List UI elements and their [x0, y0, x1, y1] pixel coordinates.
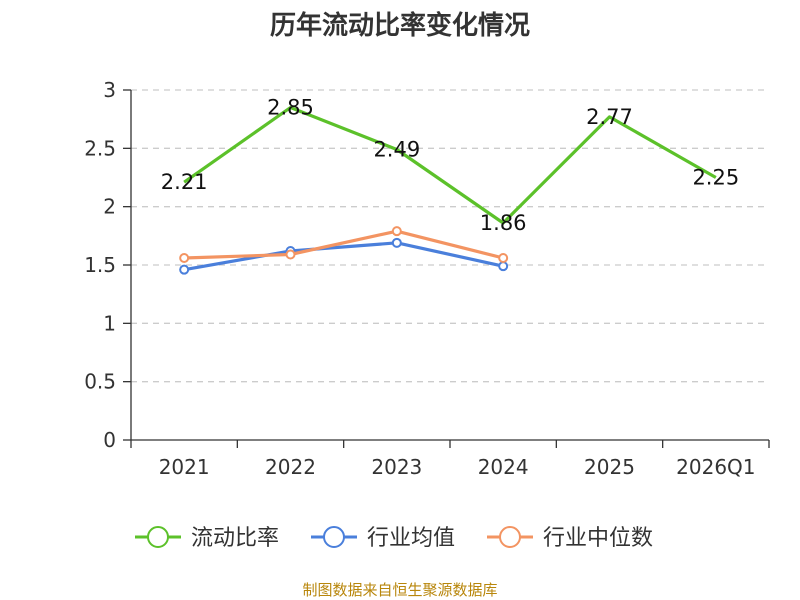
y-tick-label: 1.5 — [84, 253, 116, 277]
legend-label: 行业中位数 — [543, 526, 653, 551]
data-point — [391, 226, 402, 237]
legend-marker — [323, 526, 345, 548]
legend-marker — [499, 526, 521, 548]
x-tick-label: 2026Q1 — [676, 455, 755, 479]
legend: 流动比率 行业均值 行业中位数 — [135, 526, 653, 551]
legend-label: 流动比率 — [191, 526, 279, 551]
series-line-0 — [183, 105, 717, 225]
data-label: 2.77 — [586, 105, 633, 129]
data-point — [285, 249, 296, 260]
series-line-2 — [184, 229, 504, 260]
data-label: 2.85 — [267, 96, 314, 120]
y-tick-label: 0.5 — [84, 370, 116, 394]
grid-lines — [131, 89, 769, 383]
legend-marker — [147, 526, 169, 548]
x-tick-label: 2024 — [478, 455, 529, 479]
axes: 0 0.5 1 1.5 2 2.5 3 2021 2022 2023 2024 2025 2026Q1 — [84, 78, 770, 479]
source-note: 制图数据来自恒生聚源数据库 — [302, 581, 497, 599]
data-point — [179, 253, 190, 263]
y-tick-label: 2 — [103, 195, 116, 219]
data-label: 2.49 — [373, 138, 420, 162]
y-tick-label: 1 — [103, 311, 116, 335]
series-group: 2.21 2.85 2.49 1.86 2.77 2.25 — [161, 96, 739, 275]
x-tick-label: 2021 — [159, 455, 210, 479]
data-label: 1.86 — [480, 211, 527, 235]
x-tick-label: 2023 — [371, 455, 422, 479]
chart-title: 历年流动比率变化情况 — [270, 10, 530, 41]
data-point — [498, 253, 509, 263]
y-tick-label: 3 — [103, 78, 116, 102]
series-line-1 — [183, 241, 504, 272]
y-tick-label: 0 — [103, 428, 116, 452]
data-point — [179, 264, 190, 275]
x-tick-label: 2025 — [584, 455, 635, 479]
data-label: 2.21 — [161, 170, 208, 194]
data-point — [498, 261, 509, 272]
x-tick-label: 2022 — [265, 455, 316, 479]
data-label: 2.25 — [692, 166, 739, 190]
y-tick-label: 2.5 — [84, 136, 116, 160]
legend-label: 行业均值 — [367, 526, 455, 551]
data-point — [391, 237, 402, 248]
